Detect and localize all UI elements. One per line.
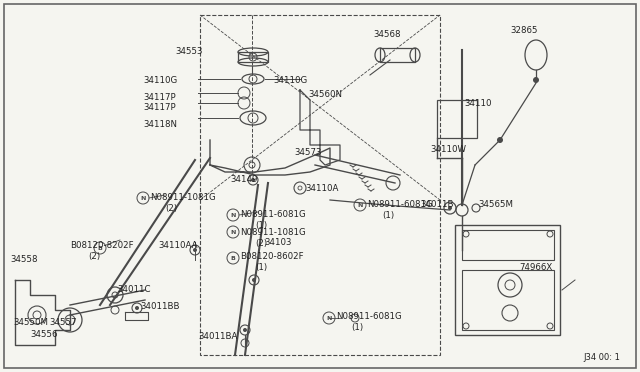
Text: 34110G: 34110G: [273, 76, 307, 85]
Text: N: N: [357, 202, 363, 208]
Text: 34110AA: 34110AA: [158, 241, 198, 250]
Text: 34568: 34568: [373, 30, 401, 39]
Text: N08911-6081G: N08911-6081G: [240, 210, 306, 219]
Circle shape: [135, 306, 139, 310]
Text: N: N: [140, 196, 146, 201]
Text: 34110A: 34110A: [305, 184, 339, 193]
Text: 34558: 34558: [10, 255, 38, 264]
Text: N08911-1081G: N08911-1081G: [150, 193, 216, 202]
Bar: [437, 100, 477, 138]
Text: (2): (2): [88, 252, 100, 261]
Text: 34565M: 34565M: [478, 200, 513, 209]
Text: (1): (1): [255, 221, 267, 230]
Bar: [462, 270, 554, 330]
Circle shape: [243, 328, 247, 332]
Bar: [462, 230, 554, 260]
Text: 34110: 34110: [464, 99, 492, 108]
Text: J34 00: 1: J34 00: 1: [583, 353, 620, 362]
Text: 34149: 34149: [230, 175, 257, 184]
Text: 34011BB: 34011BB: [140, 302, 179, 311]
Text: 34553: 34553: [175, 47, 202, 56]
Text: B08120-8602F: B08120-8602F: [240, 252, 303, 261]
Text: N08911-6081G: N08911-6081G: [336, 312, 402, 321]
Text: 34556: 34556: [30, 330, 58, 339]
Text: 34573: 34573: [294, 148, 321, 157]
Text: (2): (2): [255, 239, 267, 248]
Bar: [200, 15, 440, 355]
Text: 34011C: 34011C: [117, 285, 150, 294]
Text: 34550M: 34550M: [13, 318, 48, 327]
Text: (1): (1): [351, 323, 363, 332]
Circle shape: [252, 278, 256, 282]
Text: B: B: [97, 246, 102, 250]
Text: (1): (1): [255, 263, 267, 272]
Text: 34117P: 34117P: [143, 103, 175, 112]
Text: 34110G: 34110G: [143, 76, 177, 85]
Circle shape: [193, 248, 197, 252]
Text: B: B: [230, 256, 236, 260]
Text: 34103: 34103: [264, 238, 291, 247]
Text: (2): (2): [165, 204, 177, 213]
Circle shape: [497, 137, 503, 143]
Bar: [455, 225, 560, 335]
Text: N: N: [230, 230, 236, 234]
Circle shape: [533, 77, 539, 83]
Text: N08911-6081G: N08911-6081G: [367, 200, 433, 209]
Text: 32865: 32865: [510, 26, 538, 35]
Circle shape: [448, 206, 452, 210]
Text: B08120-8202F: B08120-8202F: [70, 241, 134, 250]
Text: N08911-1081G: N08911-1081G: [240, 228, 306, 237]
Text: N: N: [326, 315, 332, 321]
Text: 34011BA: 34011BA: [198, 332, 237, 341]
Text: 34117P: 34117P: [143, 93, 175, 102]
Text: 34110W: 34110W: [430, 145, 466, 154]
Circle shape: [251, 178, 255, 182]
Text: 34118N: 34118N: [143, 120, 177, 129]
Text: 34560N: 34560N: [308, 90, 342, 99]
Text: (1): (1): [382, 211, 394, 220]
Text: 74966X: 74966X: [519, 263, 552, 272]
Text: 34011B: 34011B: [420, 200, 454, 209]
Text: N: N: [230, 212, 236, 218]
Text: 34557: 34557: [49, 318, 77, 327]
